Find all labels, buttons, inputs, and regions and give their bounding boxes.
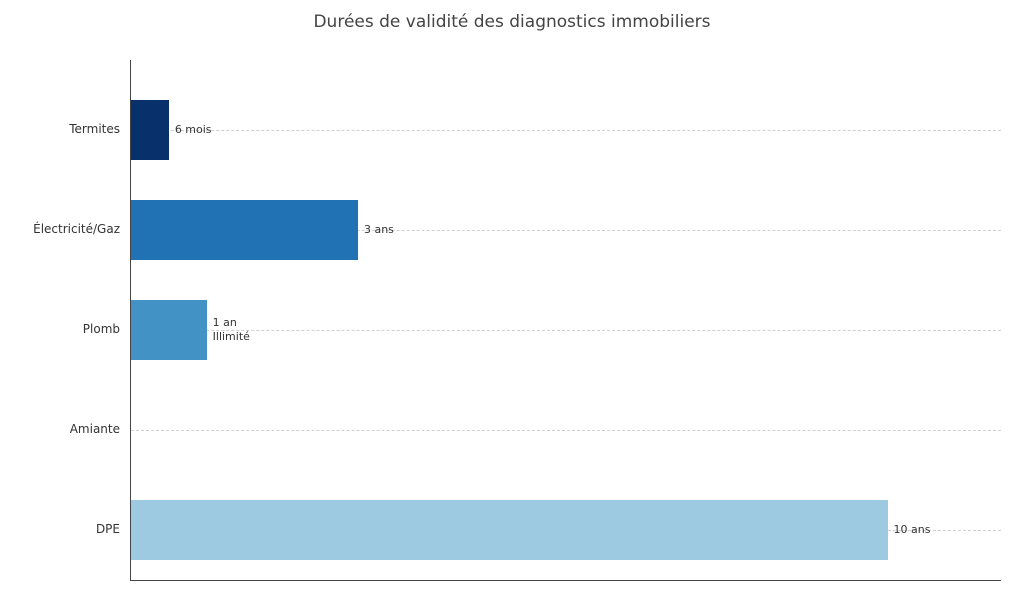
gridline xyxy=(131,130,1001,131)
bar-value-label: 1 an xyxy=(213,316,237,329)
bar-value-label: 6 mois xyxy=(175,123,212,136)
plot-area: 10 ans 1 anIllimité 3 ans 6 mois xyxy=(130,60,1001,581)
bar-dpe xyxy=(131,500,888,560)
ytick-label: Termites xyxy=(0,122,120,136)
bar-value-label: Illimité xyxy=(213,330,250,343)
gridline xyxy=(131,430,1001,431)
ytick-label: Amiante xyxy=(0,422,120,436)
chart-container: Durées de validité des diagnostics immob… xyxy=(0,0,1024,614)
bar--lectricit-gaz xyxy=(131,200,358,260)
ytick-label: Électricité/Gaz xyxy=(0,222,120,236)
bar-value-label: 3 ans xyxy=(364,223,394,236)
ytick-label: Plomb xyxy=(0,322,120,336)
bar-value-label: 10 ans xyxy=(894,523,931,536)
chart-title: Durées de validité des diagnostics immob… xyxy=(0,12,1024,32)
bar-termites xyxy=(131,100,169,160)
bar-plomb xyxy=(131,300,207,360)
gridline xyxy=(131,330,1001,331)
ytick-label: DPE xyxy=(0,522,120,536)
